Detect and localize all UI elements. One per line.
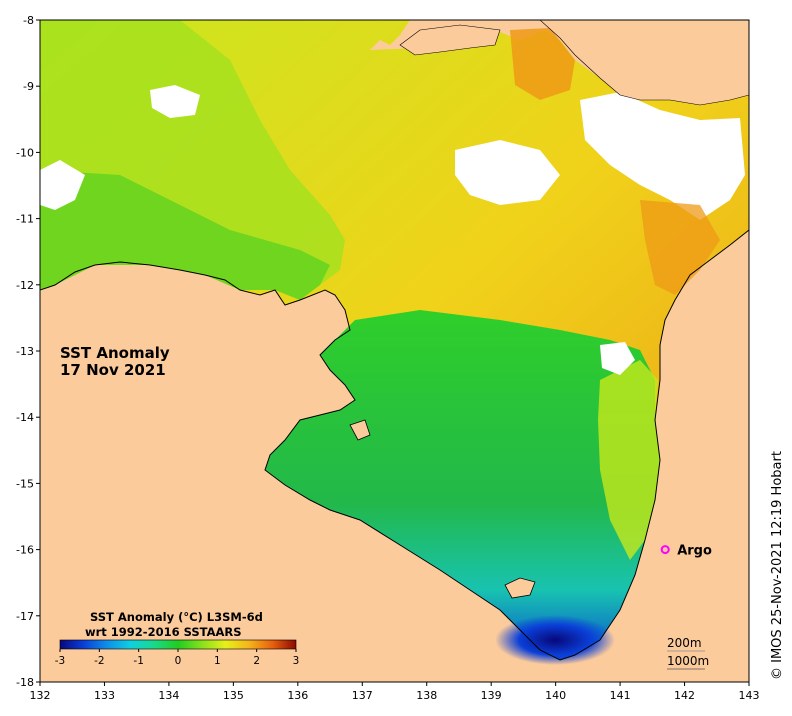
sst-warm-patch [510, 28, 575, 100]
y-tick-label: -8 [23, 14, 34, 27]
y-tick-label: -13 [16, 345, 34, 358]
y-tick-label: -14 [16, 411, 34, 424]
argo-label: Argo [677, 544, 712, 559]
x-tick-label: 134 [158, 689, 179, 702]
colorbar-tick-label: 2 [253, 655, 260, 667]
y-tick-label: -12 [16, 279, 34, 292]
sst-east-band [598, 360, 660, 560]
no-data-patch-4 [150, 85, 200, 118]
x-tick-label: 139 [481, 689, 502, 702]
argo-marker [660, 545, 670, 555]
x-tick-label: 137 [352, 689, 373, 702]
colorbar-tick-label: 0 [175, 655, 182, 667]
island-north [399, 24, 501, 56]
colorbar-title-line2: wrt 1992-2016 SSTAARS [85, 625, 242, 639]
y-tick-label: -9 [23, 80, 34, 93]
x-tick-label: 142 [674, 689, 695, 702]
y-tick-label: -17 [16, 610, 34, 623]
sst-gulf-south [265, 310, 660, 660]
y-tick-label: -18 [16, 676, 34, 689]
x-tick-label: 133 [94, 689, 115, 702]
y-tick-label: -15 [16, 477, 34, 490]
y-tick-label: -11 [16, 213, 34, 226]
coastline [40, 229, 749, 661]
colorbar-tick-label: -2 [94, 655, 104, 667]
depth-legend-200m: 200m [667, 636, 702, 650]
x-axis: 132 133 134 135 136 137 138 139 140 141 142 143 [30, 682, 760, 702]
no-data-patch-1 [455, 140, 560, 205]
no-data-patch-2 [580, 92, 745, 220]
sst-cold-patch [495, 615, 615, 665]
y-axis: -8 -9 -10 -11 -12 -13 -14 -15 -16 -17 -18 [16, 14, 40, 689]
y-tick-label: -10 [16, 146, 34, 159]
colorbar-tick-label: -1 [133, 655, 143, 667]
copyright-text: © IMOS 25-Nov-2021 12:19 Hobart [770, 451, 785, 680]
x-tick-label: 138 [416, 689, 437, 702]
island-mornington [504, 577, 536, 599]
land-north-east [539, 20, 749, 106]
no-data-patch-3 [40, 160, 85, 210]
island-groote [349, 419, 371, 441]
colorbar-ticks: -3 -2 -1 0 1 2 3 [55, 649, 300, 667]
y-tick-label: -16 [16, 544, 34, 557]
depth-legend-1000m: 1000m [667, 654, 709, 668]
no-data-patch-5 [600, 342, 635, 375]
x-tick-label: 132 [30, 689, 51, 702]
colorbar-title-line1: SST Anomaly (°C) L3SM-6d [90, 610, 263, 624]
x-tick-label: 141 [610, 689, 631, 702]
x-tick-label: 140 [545, 689, 566, 702]
x-tick-label: 135 [223, 689, 244, 702]
map-title-line1: SST Anomaly [60, 344, 170, 362]
map-title-line2: 17 Nov 2021 [60, 361, 166, 379]
colorbar-tick-label: 3 [293, 655, 300, 667]
x-tick-label: 143 [739, 689, 760, 702]
colorbar-tick-label: 1 [214, 655, 221, 667]
sst-warm-patch-2 [640, 200, 720, 295]
x-tick-label: 136 [287, 689, 308, 702]
colorbar [59, 639, 297, 650]
sst-green-west-dark [40, 170, 330, 300]
colorbar-tick-label: -3 [55, 655, 65, 667]
